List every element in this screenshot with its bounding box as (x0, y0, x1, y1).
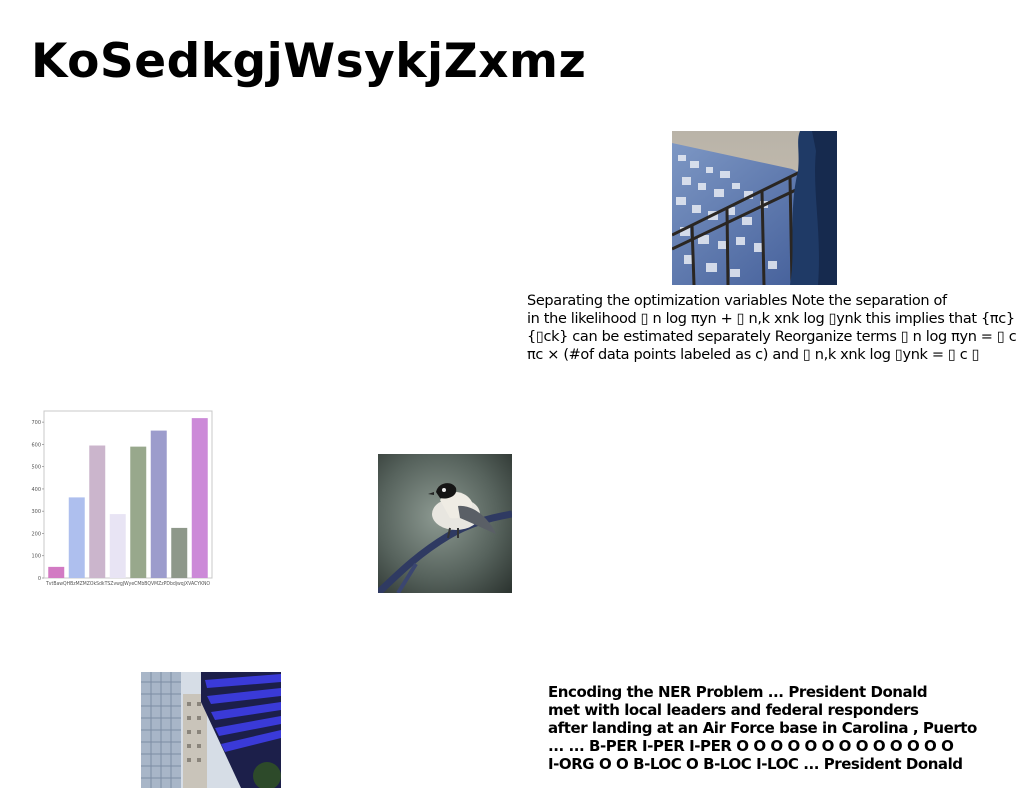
bar (150, 430, 167, 578)
paragraph-line: {▯ck} can be estimated separately Reorga… (527, 329, 1017, 345)
y-tick-label: 600 (31, 442, 41, 448)
paragraph-line: I-ORG O O B-LOC O B-LOC I-LOC ... Presid… (548, 755, 963, 773)
bar (109, 514, 126, 578)
x-tick-labels: TvtBawQHBzMZMZOkSdkTSZvwgJWyeCMbBQVMZzPD… (45, 581, 210, 587)
y-tick-label: 200 (31, 531, 41, 537)
paragraph-line: met with local leaders and federal respo… (548, 701, 919, 719)
y-tick-label: 0 (38, 576, 41, 582)
paragraph-line: ... ... B-PER I-PER I-PER O O O O O O O … (548, 737, 954, 755)
paragraph-line: after landing at an Air Force base in Ca… (548, 719, 977, 737)
bar (48, 566, 65, 578)
bar (130, 446, 147, 578)
y-tick-label: 700 (31, 420, 41, 426)
bar-chart: 0 100 200 300 400 500 600 700 TvtBawQHBzMZMZOkSd… (31, 410, 213, 587)
bar (68, 497, 85, 578)
bar (171, 527, 188, 578)
bar (89, 445, 106, 578)
y-tick-label: 100 (31, 554, 41, 560)
paragraph-line: Separating the optimization variables No… (527, 293, 947, 309)
y-tick-label: 500 (31, 465, 41, 471)
chart-frame (43, 410, 213, 579)
optimization-paragraph: Separating the optimization variables No… (527, 292, 1024, 364)
city-balcony-photo (672, 131, 837, 285)
paragraph-line: in the likelihood ▯ n log πyn + ▯ n,k xn… (527, 311, 1015, 327)
building-photo (141, 672, 281, 788)
paragraph-line: πc × (#of data points labeled as c) and … (527, 347, 980, 363)
page-title: KoSedkgjWsykjZxmz (31, 34, 587, 89)
bar (191, 418, 208, 578)
y-tick-label: 300 (31, 509, 41, 515)
y-tick-label: 400 (31, 487, 41, 493)
bird-photo (378, 454, 512, 593)
ner-paragraph: Encoding the NER Problem ... President D… (548, 683, 1024, 773)
paragraph-line: Encoding the NER Problem ... President D… (548, 683, 928, 701)
